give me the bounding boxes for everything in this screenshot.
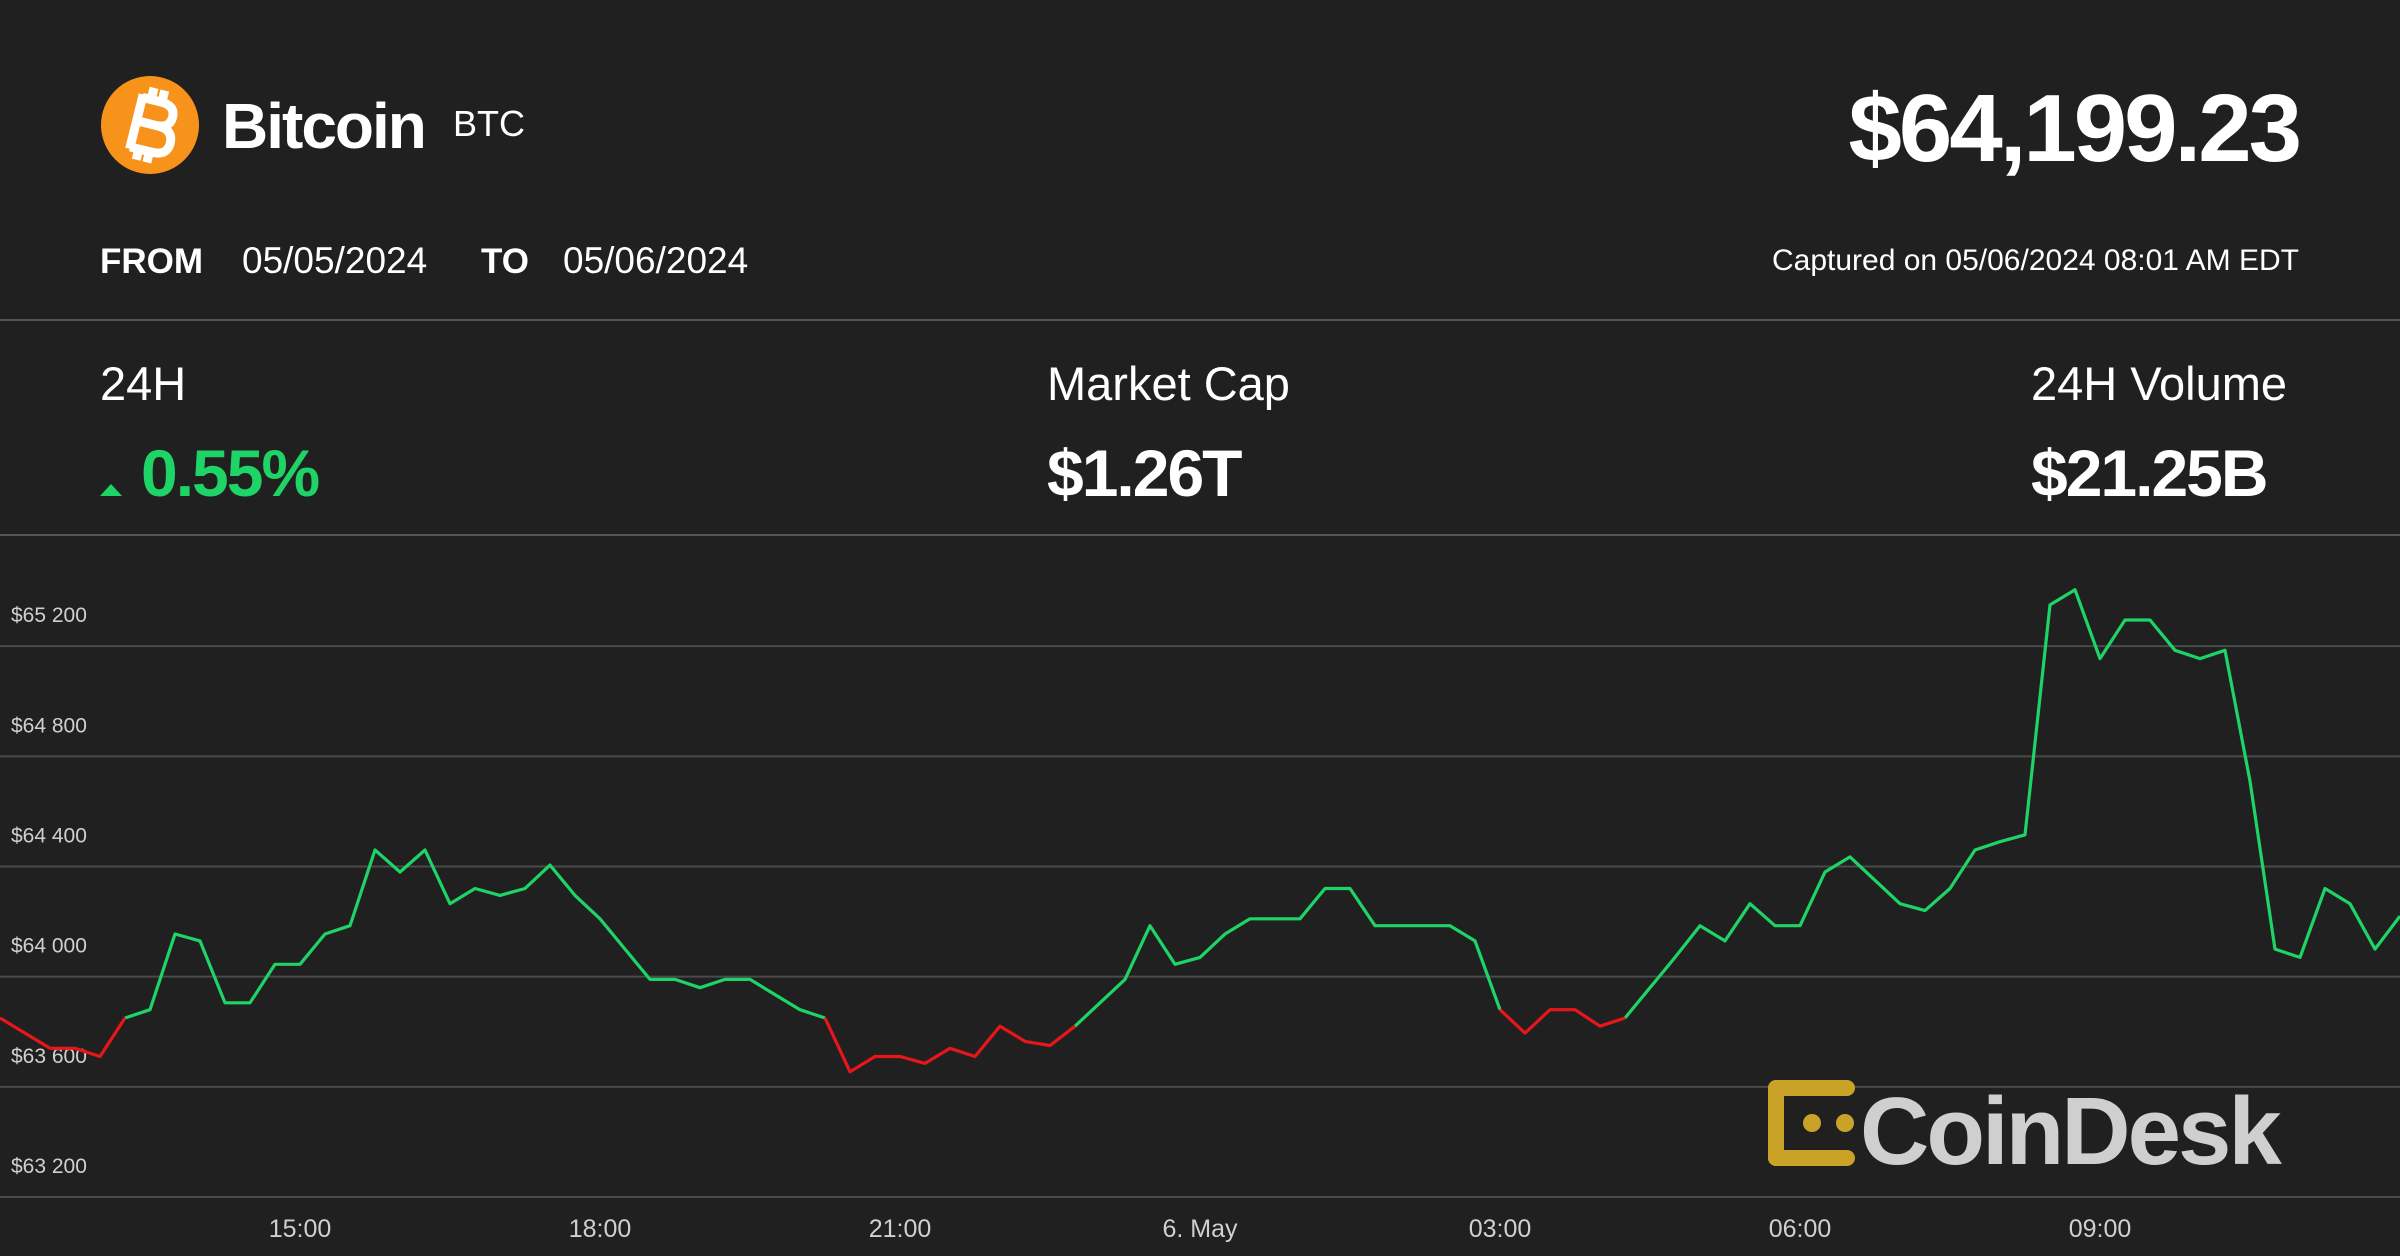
from-label: FROM xyxy=(100,242,203,281)
logo-part xyxy=(1768,1080,1784,1166)
logo-part xyxy=(1803,1114,1821,1132)
logo-b xyxy=(125,92,178,158)
x-tick-label: 6. May xyxy=(1162,1215,1238,1243)
y-tick-label: $64 800 xyxy=(11,714,87,737)
stat-label: 24H xyxy=(100,357,186,410)
y-tick-label: $64 400 xyxy=(11,825,87,848)
to-label: TO xyxy=(481,242,529,281)
x-tick-label: 15:00 xyxy=(269,1215,332,1243)
from-date: 05/05/2024 xyxy=(242,240,427,281)
logo-part xyxy=(1768,1150,1855,1166)
y-tick-label: $63 600 xyxy=(11,1045,87,1068)
plot: $63 200 $63 600 $64 000 $64 400 $64 800 $65 2… xyxy=(0,588,2400,1243)
price-line xyxy=(124,588,2400,1028)
stat-value: $21.25B xyxy=(2031,436,2267,510)
y-tick-label: $64 000 xyxy=(11,935,87,958)
to-date: 05/06/2024 xyxy=(563,240,748,281)
price-line xyxy=(0,1008,1626,1074)
watermark-text: CoinDesk xyxy=(1860,1078,2282,1185)
watermark-logo xyxy=(1768,1080,1855,1166)
stat-value: $1.26T xyxy=(1047,436,1242,510)
x-tick-label: 21:00 xyxy=(869,1215,932,1243)
x-tick-label: 03:00 xyxy=(1469,1215,1532,1243)
x-tick-label: 09:00 xyxy=(2069,1215,2132,1243)
watermark: CoinDesk xyxy=(1768,1078,2285,1185)
stat-label: 24H Volume xyxy=(2031,357,2287,410)
captured: Captured on 05/06/2024 08:01 AM EDT xyxy=(1772,244,2299,277)
logo-part xyxy=(1836,1114,1854,1132)
x-tick-label: 18:00 xyxy=(569,1215,632,1243)
stat-value: 0.55% xyxy=(141,436,318,510)
price: $64,199.23 xyxy=(1849,75,2299,182)
logo-bars xyxy=(131,86,170,164)
logo-part xyxy=(1768,1080,1855,1096)
coin-symbol: BTC xyxy=(453,103,525,144)
y-tick-label: $65 200 xyxy=(11,604,87,627)
coin-name: Bitcoin xyxy=(222,90,425,162)
logo-glyph xyxy=(125,86,178,164)
stat-label: Market Cap xyxy=(1047,357,1290,410)
x-tick-label: 06:00 xyxy=(1769,1215,1832,1243)
btc-logo xyxy=(101,76,199,174)
up-arrow xyxy=(100,484,122,496)
y-tick-label: $63 200 xyxy=(11,1155,87,1178)
